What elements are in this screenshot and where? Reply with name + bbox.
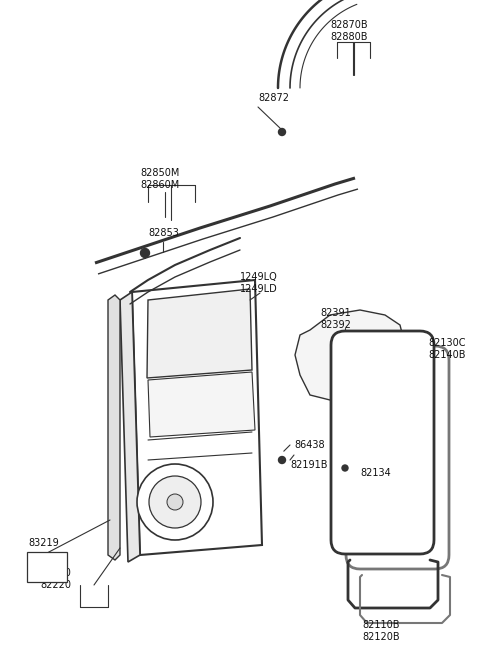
Text: 82134: 82134: [360, 468, 391, 478]
Circle shape: [167, 494, 183, 510]
Polygon shape: [108, 295, 120, 560]
FancyBboxPatch shape: [346, 346, 449, 569]
Text: 82210
82220: 82210 82220: [40, 568, 71, 590]
Text: 82130C
82140B: 82130C 82140B: [428, 338, 466, 360]
Text: 82850M
82860M: 82850M 82860M: [140, 168, 180, 191]
Text: 1249LQ
1249LD: 1249LQ 1249LD: [240, 272, 278, 294]
FancyBboxPatch shape: [331, 331, 434, 554]
Circle shape: [278, 128, 286, 136]
Text: 82853: 82853: [148, 228, 179, 238]
Text: 82191B: 82191B: [290, 460, 327, 470]
Text: 82110B
82120B: 82110B 82120B: [362, 620, 400, 643]
Circle shape: [149, 476, 201, 528]
Text: 86438: 86438: [294, 440, 324, 450]
Polygon shape: [148, 372, 255, 437]
FancyBboxPatch shape: [27, 552, 67, 582]
Circle shape: [342, 465, 348, 471]
Circle shape: [278, 457, 286, 464]
Text: 82872: 82872: [258, 93, 289, 103]
Text: 82391
82392: 82391 82392: [320, 308, 351, 330]
Text: 82870B
82880B: 82870B 82880B: [330, 20, 368, 43]
Polygon shape: [147, 289, 252, 378]
Circle shape: [280, 451, 284, 455]
Text: 83219: 83219: [28, 538, 59, 548]
Polygon shape: [295, 310, 405, 405]
Polygon shape: [120, 292, 140, 562]
Circle shape: [141, 248, 149, 257]
Circle shape: [137, 464, 213, 540]
Polygon shape: [132, 280, 262, 555]
